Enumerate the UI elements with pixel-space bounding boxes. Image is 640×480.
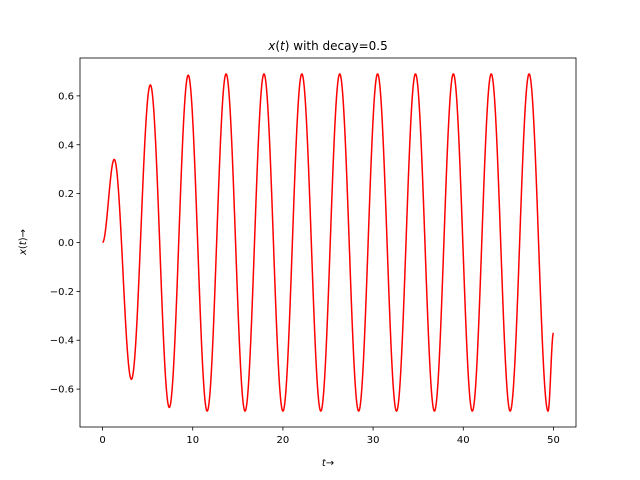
x-tick-label: 30 <box>367 435 380 446</box>
x-tick-label: 0 <box>99 435 105 446</box>
y-axis-ticks: −0.6 −0.4 −0.2 0.0 0.2 0.4 0.6 <box>50 91 80 396</box>
x-tick-label: 10 <box>186 435 199 446</box>
y-tick-label: 0.6 <box>58 91 74 102</box>
y-tick-label: −0.6 <box>50 385 74 396</box>
y-axis-label: x(t)→ <box>18 229 29 256</box>
x-axis-label: t→ <box>322 458 334 469</box>
x-tick-label: 50 <box>547 435 560 446</box>
y-tick-label: 0.0 <box>58 238 74 249</box>
y-tick-label: 0.4 <box>58 140 74 151</box>
series-line <box>102 73 555 412</box>
x-axis-ticks: 0 10 20 30 40 50 <box>99 427 560 446</box>
x-tick-label: 20 <box>277 435 290 446</box>
plot-area <box>80 58 576 427</box>
x-tick-label: 40 <box>457 435 470 446</box>
y-tick-label: −0.2 <box>50 287 74 298</box>
y-tick-label: −0.4 <box>50 336 74 347</box>
y-tick-label: 0.2 <box>58 189 74 200</box>
chart-title: x(t) with decay=0.5 <box>267 39 387 53</box>
